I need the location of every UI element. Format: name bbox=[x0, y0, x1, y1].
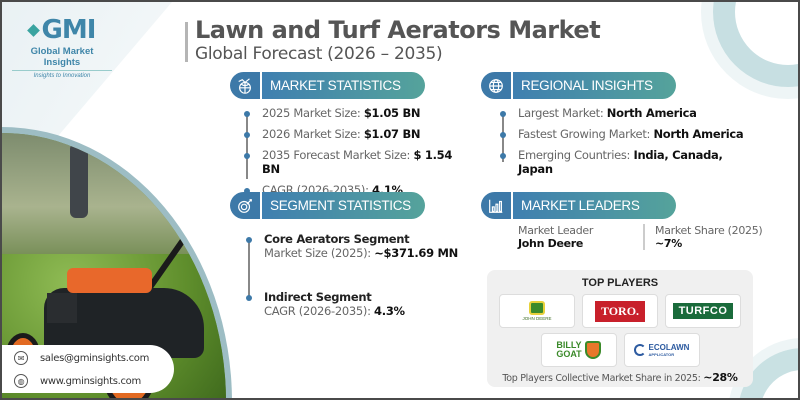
market-statistics-header: MARKET STATISTICS bbox=[230, 72, 425, 99]
stat-item: 2026 Market Size: $1.07 BN bbox=[242, 127, 472, 141]
segment-item: Indirect Segment CAGR (2026-2035): 4.3% bbox=[244, 290, 474, 318]
contact-panel: ✉ sales@gminsights.com ◍ www.gminsights.… bbox=[2, 345, 174, 393]
decorative-ring-top bbox=[713, 2, 798, 87]
ecolawn-logo: ECOLAWN APPLICATOR bbox=[623, 333, 700, 367]
page-title: Lawn and Turf Aerators Market bbox=[195, 16, 601, 44]
market-leader-value: John Deere bbox=[518, 237, 584, 250]
region-item: Fastest Growing Market: North America bbox=[498, 127, 788, 141]
billy-goat-logo: BILLY GOAT bbox=[540, 333, 617, 367]
globe-icon: ◍ bbox=[14, 374, 28, 388]
market-share-value: ~7% bbox=[655, 237, 682, 250]
turfco-logo: TURFCO bbox=[665, 294, 741, 328]
page-subtitle: Global Forecast (2026 – 2035) bbox=[195, 44, 443, 64]
stat-item: 2035 Forecast Market Size: $ 1.54 BN bbox=[242, 148, 472, 176]
toro-logo: TORO. bbox=[582, 294, 658, 328]
segment-statistics-header: SEGMENT STATISTICS bbox=[230, 192, 425, 219]
title-divider bbox=[185, 22, 188, 62]
website-contact[interactable]: ◍ www.gminsights.com bbox=[2, 371, 174, 391]
globe-icon bbox=[481, 72, 513, 99]
collective-share: Top Players Collective Market Share in 2… bbox=[502, 371, 738, 384]
bar-chart-icon bbox=[481, 192, 513, 219]
globe-chart-icon bbox=[230, 72, 262, 99]
stat-item: 2025 Market Size: $1.05 BN bbox=[242, 106, 472, 120]
deer-icon bbox=[529, 301, 545, 315]
segment-statistics-list: Core Aerators Segment Market Size (2025)… bbox=[244, 232, 474, 318]
email-contact[interactable]: ✉ sales@gminsights.com bbox=[2, 348, 174, 368]
logo-diamond-icon bbox=[26, 24, 40, 37]
market-statistics-list: 2025 Market Size: $1.05 BN 2026 Market S… bbox=[242, 106, 472, 197]
gmi-logo: GMI Global Market Insights Insights to I… bbox=[12, 16, 112, 79]
top-players-panel: TOP PLAYERS JOHN DEERE TORO. TURFCO BILL… bbox=[487, 270, 753, 387]
john-deere-logo: JOHN DEERE bbox=[499, 294, 575, 328]
envelope-icon: ✉ bbox=[14, 351, 28, 365]
ecolawn-icon bbox=[633, 344, 646, 356]
regional-insights-list: Largest Market: North America Fastest Gr… bbox=[498, 106, 788, 176]
segment-item: Core Aerators Segment Market Size (2025)… bbox=[244, 232, 474, 260]
person-silhouette bbox=[70, 143, 88, 218]
region-item: Emerging Countries: India, Canada, Japan bbox=[498, 148, 788, 176]
target-chart-icon bbox=[230, 192, 262, 219]
region-item: Largest Market: North America bbox=[498, 106, 788, 120]
goat-icon bbox=[584, 341, 601, 359]
market-leaders-header: MARKET LEADERS bbox=[481, 192, 676, 219]
regional-insights-header: REGIONAL INSIGHTS bbox=[481, 72, 676, 99]
market-leaders-info: Market Leader John Deere Market Share (2… bbox=[518, 224, 763, 250]
